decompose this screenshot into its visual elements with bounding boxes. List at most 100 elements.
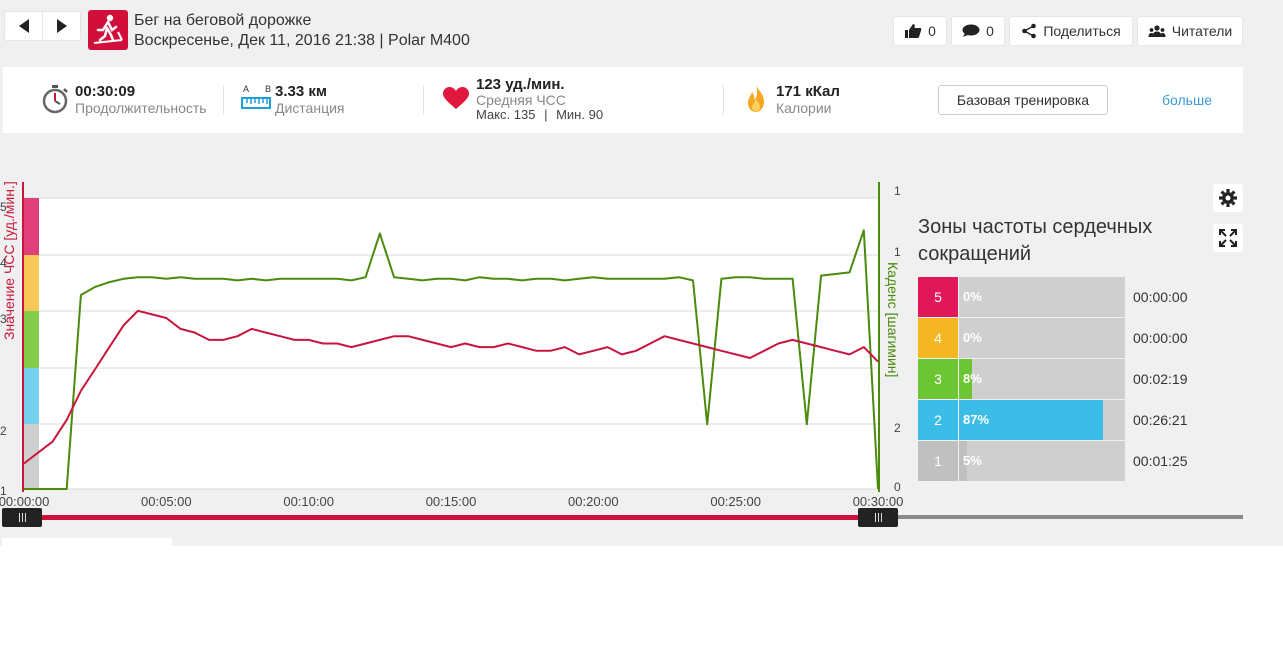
zone-band [24, 255, 39, 311]
flame-icon [748, 84, 764, 112]
zone-row: 5 0% [918, 277, 1128, 317]
x-tick-label: 00:20:00 [568, 494, 619, 509]
zone-percent: 0% [963, 289, 982, 304]
x-tick-label: 00:30:00 [852, 494, 904, 509]
calories-stat: 171 кКал Калории [745, 67, 915, 133]
zone-band [24, 311, 39, 368]
gear-icon [1219, 189, 1237, 207]
zone-percent: 87% [963, 412, 990, 427]
cadence-series-line [24, 229, 879, 490]
ab-marker: A B [243, 84, 271, 94]
expand-icon [1219, 229, 1237, 247]
share-icon [1022, 23, 1037, 39]
zone-percent: 8% [963, 371, 982, 386]
next-button[interactable] [42, 12, 80, 40]
duration-value: 00:30:09 [75, 83, 136, 100]
ab-a: A [243, 84, 250, 94]
stopwatch-icon [42, 85, 68, 114]
heart-icon [443, 87, 469, 109]
distance-value: 3.33 км [275, 83, 327, 100]
minmax-divider: | [544, 107, 548, 122]
like-button[interactable]: 0 [893, 16, 947, 46]
zone-bar: 87% [959, 400, 1125, 440]
share-button[interactable]: Поделиться [1009, 16, 1133, 46]
readers-button[interactable]: Читатели [1137, 16, 1243, 46]
base-training-button[interactable]: Базовая тренировка [938, 85, 1108, 115]
heart-rate-series-line [23, 309, 879, 465]
zone-percent: 0% [963, 330, 982, 345]
duration-label: Продолжительность [75, 100, 207, 116]
left-tick-label: 2 [0, 424, 7, 438]
right-axis-title: Каденс [шагимин] [885, 262, 901, 378]
right-tick-label: 1 [894, 245, 901, 259]
range-handle-start[interactable] [2, 508, 42, 527]
zone-number: 3 [918, 359, 958, 399]
chart-svg [22, 182, 880, 492]
arrow-right-icon [56, 19, 67, 33]
zone-percent: 5% [963, 453, 982, 468]
divider [423, 85, 424, 115]
duration-stat: 00:30:09 Продолжительность [41, 67, 221, 133]
zone-time: 00:01:25 [1133, 453, 1188, 469]
x-tick-label: 00:25:00 [710, 494, 761, 509]
zone-time: 00:00:00 [1133, 330, 1188, 346]
share-label: Поделиться [1043, 23, 1121, 39]
left-tick-label: 3 [0, 312, 7, 326]
summary-bar: 00:30:09 Продолжительность A B 3.33 км Д… [3, 67, 1243, 133]
zone-bar-fill [959, 400, 1104, 440]
zone-row: 1 5% [918, 441, 1128, 481]
divider [223, 85, 224, 115]
range-handle-end[interactable] [858, 508, 898, 527]
prev-button[interactable] [5, 12, 42, 40]
right-tick-label: 2 [894, 421, 901, 435]
zone-row: 2 87% [918, 400, 1128, 440]
zones-title: Зоны частоты сердечных сокращений [918, 216, 1153, 265]
zone-number: 2 [918, 400, 958, 440]
fullscreen-button[interactable] [1213, 224, 1243, 252]
heart-rate-label: Средняя ЧСС [476, 92, 566, 108]
zone-bar: 0% [959, 318, 1125, 358]
calories-value: 171 кКал [776, 83, 840, 100]
x-tick-label: 00:15:00 [425, 494, 477, 509]
zone-bar: 5% [959, 441, 1125, 481]
readers-icon [1148, 25, 1166, 37]
zone-number: 1 [918, 441, 958, 481]
treadmill-icon [88, 10, 128, 50]
zone-bar-fill [959, 441, 968, 481]
comments-count: 0 [986, 23, 994, 39]
zone-row: 4 0% [918, 318, 1128, 358]
zone-band [24, 198, 39, 255]
comment-icon [962, 24, 980, 37]
more-link[interactable]: больше [1162, 92, 1212, 108]
heart-rate-minmax: Макс. 135 | Мин. 90 [476, 107, 603, 122]
settings-button[interactable] [1213, 184, 1243, 212]
zone-row: 3 8% [918, 359, 1128, 399]
session-subtitle: Воскресенье, Дек 11, 2016 21:38 | Polar … [134, 32, 470, 49]
divider [723, 85, 724, 115]
range-track-selected[interactable] [22, 515, 878, 520]
x-tick-label: 00:05:00 [141, 494, 192, 509]
right-tick-label: 1 [894, 184, 901, 198]
zone-bar: 8% [959, 359, 1125, 399]
likes-count: 0 [928, 23, 936, 39]
hr-cadence-chart [0, 178, 905, 523]
left-tick-label: 5 [0, 200, 7, 214]
zone-bar-fill [959, 359, 973, 399]
heart-rate-stat: 123 уд./мин. Средняя ЧСС Макс. 135 | Мин… [443, 67, 703, 133]
zone-time: 00:00:00 [1133, 289, 1188, 305]
right-tick-label: 0 [894, 480, 901, 494]
heart-rate-min: Мин. 90 [556, 107, 604, 122]
distance-stat: A B 3.33 км Дистанция [241, 67, 411, 133]
distance-label: Дистанция [275, 100, 345, 116]
x-tick-label: 00:00:00 [0, 494, 50, 509]
comment-button[interactable]: 0 [951, 16, 1005, 46]
ab-b: B [264, 84, 271, 94]
heart-rate-max: Макс. 135 [476, 107, 536, 122]
x-tick-label: 00:10:00 [283, 494, 334, 509]
thumbs-up-icon [905, 24, 922, 38]
left-tick-label: 1 [0, 484, 7, 498]
zone-number: 5 [918, 277, 958, 317]
arrow-left-icon [18, 19, 29, 33]
left-tick-label: 4 [0, 256, 7, 270]
zone-number: 4 [918, 318, 958, 358]
